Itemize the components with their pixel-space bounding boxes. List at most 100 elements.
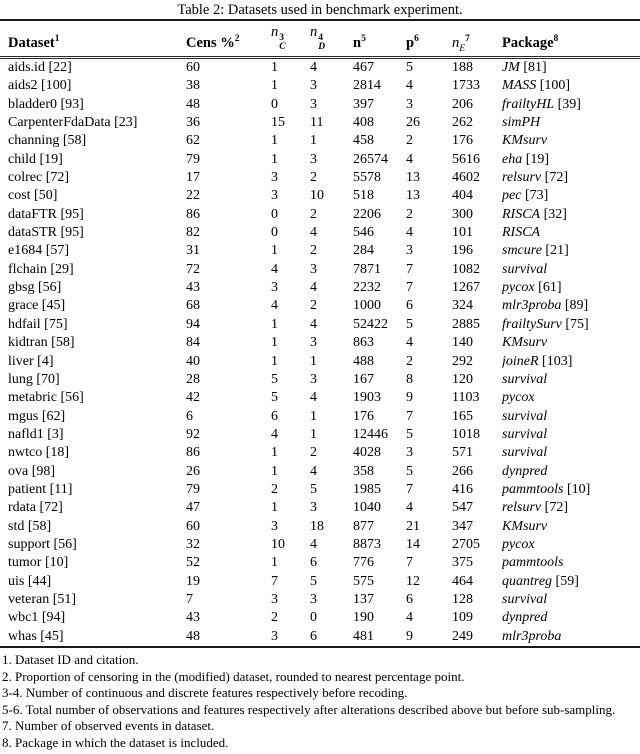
- cell-nd: 1: [310, 353, 317, 369]
- cell-dataset: veteran [51]: [8, 591, 77, 607]
- cell-p: 14: [406, 536, 420, 552]
- cell-cens: 32: [186, 536, 200, 552]
- footnote: 5-6. Total number of observations and fe…: [2, 701, 616, 717]
- cell-nd: 4: [310, 390, 317, 406]
- cell-nc: 1: [271, 445, 278, 461]
- cell-dataset: aids2 [100]: [8, 78, 72, 94]
- cell-nc: 3: [271, 170, 278, 186]
- cell-ne: 464: [452, 573, 473, 589]
- cell-nc: 3: [271, 280, 278, 296]
- cell-package: pycox: [502, 536, 535, 552]
- cell-package: pammtools [10]: [502, 481, 591, 497]
- cell-nc: 3: [271, 628, 278, 644]
- cell-ne: 196: [452, 243, 473, 259]
- cell-nd: 6: [310, 555, 317, 571]
- cell-cens: 94: [186, 316, 200, 332]
- cell-cens: 79: [186, 481, 200, 497]
- cell-cens: 48: [186, 628, 200, 644]
- cell-ne: 2885: [452, 316, 480, 332]
- cell-nc: 3: [271, 518, 278, 534]
- table-row: child [19] 79 1 3 26574 4 5616 eha [19]: [0, 151, 640, 169]
- cell-n: 5578: [353, 170, 381, 186]
- cell-n: 863: [353, 335, 374, 351]
- cell-dataset: kidtran [58]: [8, 335, 75, 351]
- cell-ne: 324: [452, 298, 473, 314]
- footnote: 7. Number of observed events in dataset.: [2, 718, 215, 734]
- cell-nd: 3: [310, 78, 317, 94]
- cell-nd: 3: [310, 261, 317, 277]
- cell-dataset: support [56]: [8, 536, 77, 552]
- cell-ne: 2705: [452, 536, 480, 552]
- cell-cens: 92: [186, 426, 200, 442]
- cell-cens: 22: [186, 188, 200, 204]
- cell-p: 7: [406, 481, 413, 497]
- cell-p: 13: [406, 170, 420, 186]
- cell-ne: 120: [452, 371, 473, 387]
- cell-ne: 571: [452, 445, 473, 461]
- table-row: channing [58] 62 1 1 458 2 176 KMsurv: [0, 132, 640, 150]
- cell-n: 408: [353, 115, 374, 131]
- table-row: liver [4] 40 1 1 488 2 292 joineR [103]: [0, 353, 640, 371]
- cell-package: MASS [100]: [502, 78, 571, 94]
- cell-dataset: wbc1 [94]: [8, 610, 66, 626]
- cell-package: quantreg [59]: [502, 573, 579, 589]
- cell-dataset: std [58]: [8, 518, 52, 534]
- cell-n: 1000: [353, 298, 381, 314]
- cell-dataset: metabric [56]: [8, 390, 84, 406]
- cell-package: KMsurv: [502, 518, 548, 534]
- table-footnotes: 1. Dataset ID and citation. 2. Proportion…: [0, 648, 640, 752]
- cell-nc: 0: [271, 225, 278, 241]
- cell-cens: 7: [186, 591, 193, 607]
- cell-p: 12: [406, 573, 420, 589]
- cell-nd: 3: [310, 151, 317, 167]
- cell-ne: 1018: [452, 426, 480, 442]
- cell-package: RISCA: [502, 225, 541, 241]
- cell-nc: 1: [271, 335, 278, 351]
- cell-package: RISCA [32]: [502, 206, 567, 222]
- cell-p: 4: [406, 500, 413, 516]
- cell-dataset: liver [4]: [8, 353, 54, 369]
- cell-dataset: e1684 [57]: [8, 243, 70, 259]
- column-header-p: p6: [406, 20, 452, 59]
- cell-p: 7: [406, 408, 413, 424]
- cell-dataset: lung [70]: [8, 371, 60, 387]
- cell-nc: 10: [271, 536, 285, 552]
- cell-n: 397: [353, 96, 374, 112]
- cell-nd: 3: [310, 96, 317, 112]
- cell-dataset: dataFTR [95]: [8, 206, 84, 222]
- table-row: gbsg [56] 43 3 4 2232 7 1267 pycox [61]: [0, 279, 640, 297]
- cell-dataset: CarpenterFdaData [23]: [8, 115, 138, 131]
- cell-ne: 165: [452, 408, 473, 424]
- cell-n: 481: [353, 628, 374, 644]
- cell-nd: 6: [310, 628, 317, 644]
- table-row: ova [98] 26 1 4 358 5 266 dynpred: [0, 463, 640, 481]
- cell-package: pec [73]: [502, 188, 549, 204]
- cell-dataset: channing [58]: [8, 133, 87, 149]
- cell-dataset: ova [98]: [8, 463, 56, 479]
- cell-nd: 3: [310, 335, 317, 351]
- table-row: kidtran [58] 84 1 3 863 4 140 KMsurv: [0, 334, 640, 352]
- cell-ne: 1733: [452, 78, 480, 94]
- cell-cens: 86: [186, 445, 200, 461]
- cell-dataset: colrec [72]: [8, 170, 70, 186]
- cell-nc: 7: [271, 573, 278, 589]
- cell-dataset: flchain [29]: [8, 261, 74, 277]
- cell-nc: 4: [271, 426, 278, 442]
- cell-p: 4: [406, 78, 413, 94]
- cell-cens: 28: [186, 371, 200, 387]
- cell-n: 8873: [353, 536, 381, 552]
- cell-cens: 43: [186, 610, 200, 626]
- cell-nd: 3: [310, 371, 317, 387]
- cell-package: survival: [502, 371, 548, 387]
- cell-cens: 19: [186, 573, 200, 589]
- cell-package: survival: [502, 445, 548, 461]
- table-row: dataSTR [95] 82 0 4 546 4 101 RISCA: [0, 224, 640, 242]
- cell-n: 1985: [353, 481, 381, 497]
- cell-package: frailtySurv [75]: [502, 316, 589, 332]
- cell-package: smcure [21]: [502, 243, 569, 259]
- table-row: cost [50] 22 3 10 518 13 404 pec [73]: [0, 187, 640, 205]
- cell-package: survival: [502, 426, 548, 442]
- cell-cens: 48: [186, 96, 200, 112]
